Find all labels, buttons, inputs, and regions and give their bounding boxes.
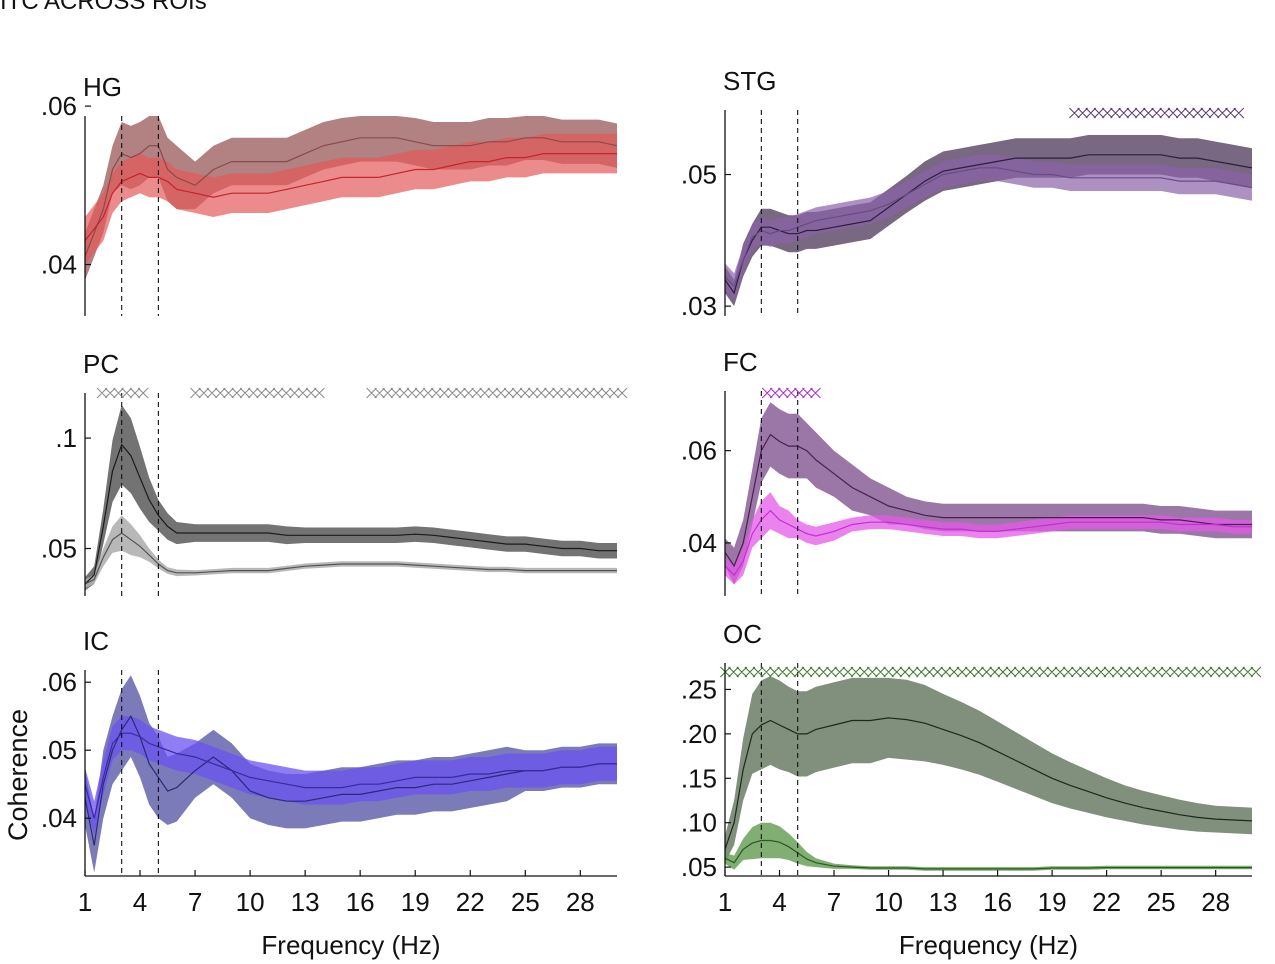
band-light <box>85 515 617 589</box>
band-light <box>725 154 1252 300</box>
band-dark <box>85 404 617 591</box>
x-tick-label: 22 <box>456 887 485 917</box>
panel-stg: STG .03 .05 <box>681 66 1253 321</box>
significance-marks <box>1069 107 1245 119</box>
line-dark <box>724 717 1253 850</box>
line-light <box>724 839 1252 870</box>
line-dark <box>84 714 617 846</box>
line-light <box>84 732 617 819</box>
panel-title: IC <box>83 626 109 656</box>
x-tick-label: 7 <box>188 887 202 917</box>
panel-title: OC <box>723 619 762 649</box>
y-tick-label: .03 <box>681 291 717 321</box>
x-tick-label: 4 <box>133 887 147 917</box>
line-light <box>84 532 617 585</box>
line-light <box>724 509 1252 577</box>
x-tick-label: 28 <box>1201 887 1230 917</box>
x-tick-label: 19 <box>401 887 430 917</box>
line-light <box>84 153 617 242</box>
panel-fc: FC .04 .06 <box>681 347 1252 596</box>
y-tick-label: .04 <box>41 803 77 833</box>
x-tick-label: 19 <box>1038 887 1067 917</box>
band-dark <box>725 676 1252 863</box>
y-tick-label: .05 <box>681 852 717 882</box>
panel-pc: PC .05 .1 <box>41 349 628 596</box>
x-tick-label: 25 <box>1147 887 1176 917</box>
figure-title: ITC ACROSS ROIs <box>0 0 207 15</box>
panel-ic: IC .04 .05 .06 1 4 7 10 13 16 19 22 25 28 Frequency (H… <box>41 626 617 960</box>
significance-marks <box>761 387 821 399</box>
panel-title: HG <box>83 72 122 102</box>
significance-marks <box>96 387 149 399</box>
y-tick-label: .20 <box>681 719 717 749</box>
band-light <box>725 822 1252 871</box>
x-tick-label: 28 <box>566 887 595 917</box>
x-tick-label: 13 <box>291 887 320 917</box>
y-tick-label: .04 <box>681 528 717 558</box>
y-tick-label: .10 <box>681 808 717 838</box>
line-dark <box>724 433 1252 568</box>
line-dark <box>84 443 617 585</box>
panel-hg: HG .04 .06 <box>41 72 618 316</box>
significance-marks <box>720 666 1262 678</box>
panel-title: FC <box>723 347 758 377</box>
y-tick-label: .25 <box>681 674 717 704</box>
y-tick-label: .04 <box>41 250 77 280</box>
panel-title: STG <box>723 66 776 96</box>
panel-title: PC <box>83 349 119 379</box>
x-tick-label: 4 <box>772 887 786 917</box>
x-tick-label: 1 <box>718 887 732 917</box>
line-dark <box>84 137 618 257</box>
y-axis-label: Coherence <box>3 709 33 841</box>
x-tick-label: 13 <box>929 887 958 917</box>
x-tick-label: 16 <box>983 887 1012 917</box>
y-tick-label: .06 <box>41 667 77 697</box>
y-tick-label: .15 <box>681 763 717 793</box>
x-tick-label: 10 <box>874 887 903 917</box>
x-tick-label: 10 <box>236 887 265 917</box>
x-axis-label: Frequency (Hz) <box>261 930 440 960</box>
band-light <box>725 492 1252 585</box>
significance-marks <box>366 387 628 399</box>
line-dark <box>724 154 1253 295</box>
panel-oc: OC .05 .10 .15 .20 .25 1 4 7 10 13 16 19 22 25 28 Freque… <box>681 619 1262 960</box>
y-tick-label: .05 <box>41 735 77 765</box>
y-tick-label: .05 <box>41 534 77 564</box>
y-tick-label: .06 <box>41 91 77 121</box>
x-tick-label: 22 <box>1092 887 1121 917</box>
x-tick-label: 25 <box>511 887 540 917</box>
line-light <box>724 167 1253 288</box>
significance-marks <box>190 387 325 399</box>
x-axis-label: Frequency (Hz) <box>899 930 1078 960</box>
band-light <box>85 133 617 265</box>
y-tick-label: .06 <box>681 436 717 466</box>
band-light <box>85 716 617 836</box>
y-tick-label: .1 <box>55 423 77 453</box>
x-tick-label: 16 <box>346 887 375 917</box>
band-dark <box>725 402 1252 585</box>
x-tick-label: 1 <box>78 887 92 917</box>
y-tick-label: .05 <box>681 160 717 190</box>
x-tick-label: 7 <box>827 887 841 917</box>
